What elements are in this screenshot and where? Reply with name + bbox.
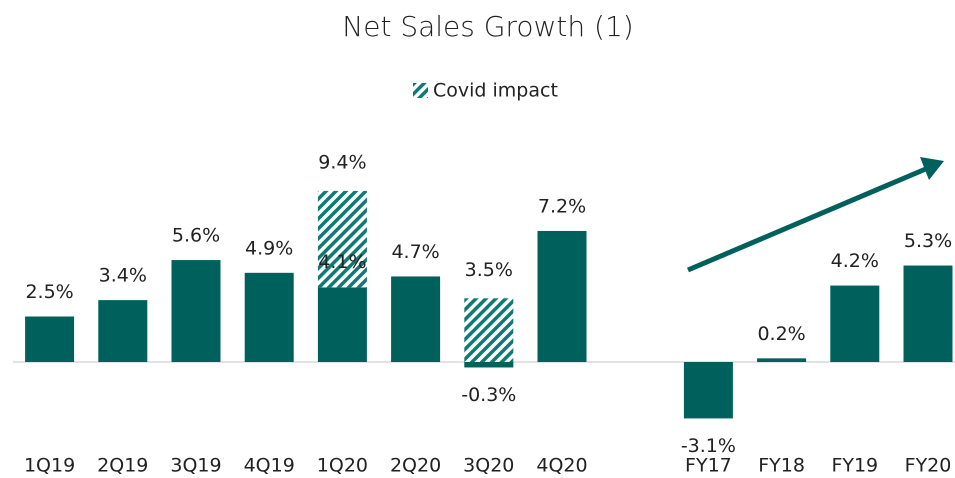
bar — [464, 362, 514, 368]
bar — [98, 300, 148, 362]
data-label: 7.2% — [538, 195, 586, 217]
chart-title: Net Sales Growth (1) — [342, 10, 633, 43]
bar — [830, 285, 880, 362]
x-tick-label: FY18 — [758, 455, 805, 477]
data-label: -3.1% — [681, 435, 736, 457]
trend-arrow — [687, 157, 944, 273]
bar — [683, 362, 733, 419]
bar — [244, 272, 294, 362]
data-label: 3.5% — [465, 259, 513, 281]
data-label: 5.6% — [172, 225, 220, 247]
bar — [537, 230, 587, 362]
bar — [171, 260, 221, 362]
bar — [391, 276, 441, 362]
bar — [317, 287, 367, 362]
bar — [903, 265, 953, 362]
x-tick-label: FY17 — [685, 455, 732, 477]
bar — [757, 358, 807, 362]
data-label: 5.3% — [904, 230, 952, 252]
bar — [464, 298, 514, 362]
x-tick-label: 3Q19 — [170, 455, 221, 477]
data-label: -0.3% — [461, 384, 516, 406]
data-label: 0.2% — [757, 323, 805, 345]
data-label: 2.5% — [25, 281, 73, 303]
bar — [25, 316, 75, 362]
total-label: 9.4% — [318, 151, 366, 173]
data-label: 4.9% — [245, 237, 293, 259]
x-tick-label: 4Q20 — [536, 455, 587, 477]
legend: Covid impact — [413, 80, 558, 102]
x-tick-label: 1Q20 — [317, 455, 368, 477]
x-tick-label: 1Q19 — [24, 455, 75, 477]
data-label: 4.7% — [391, 241, 439, 263]
x-tick-label: 2Q19 — [97, 455, 148, 477]
x-tick-label: 4Q19 — [244, 455, 295, 477]
x-tick-label: FY19 — [831, 455, 878, 477]
data-label: 4.1% — [318, 251, 366, 273]
data-label: 3.4% — [99, 265, 147, 287]
legend-swatch — [413, 83, 428, 98]
bar — [317, 190, 367, 288]
x-tick-label: 2Q20 — [390, 455, 441, 477]
legend-label: Covid impact — [433, 80, 558, 102]
x-tick-label: FY20 — [905, 455, 952, 477]
x-tick-label: 3Q20 — [463, 455, 514, 477]
data-label: 4.2% — [831, 250, 879, 272]
